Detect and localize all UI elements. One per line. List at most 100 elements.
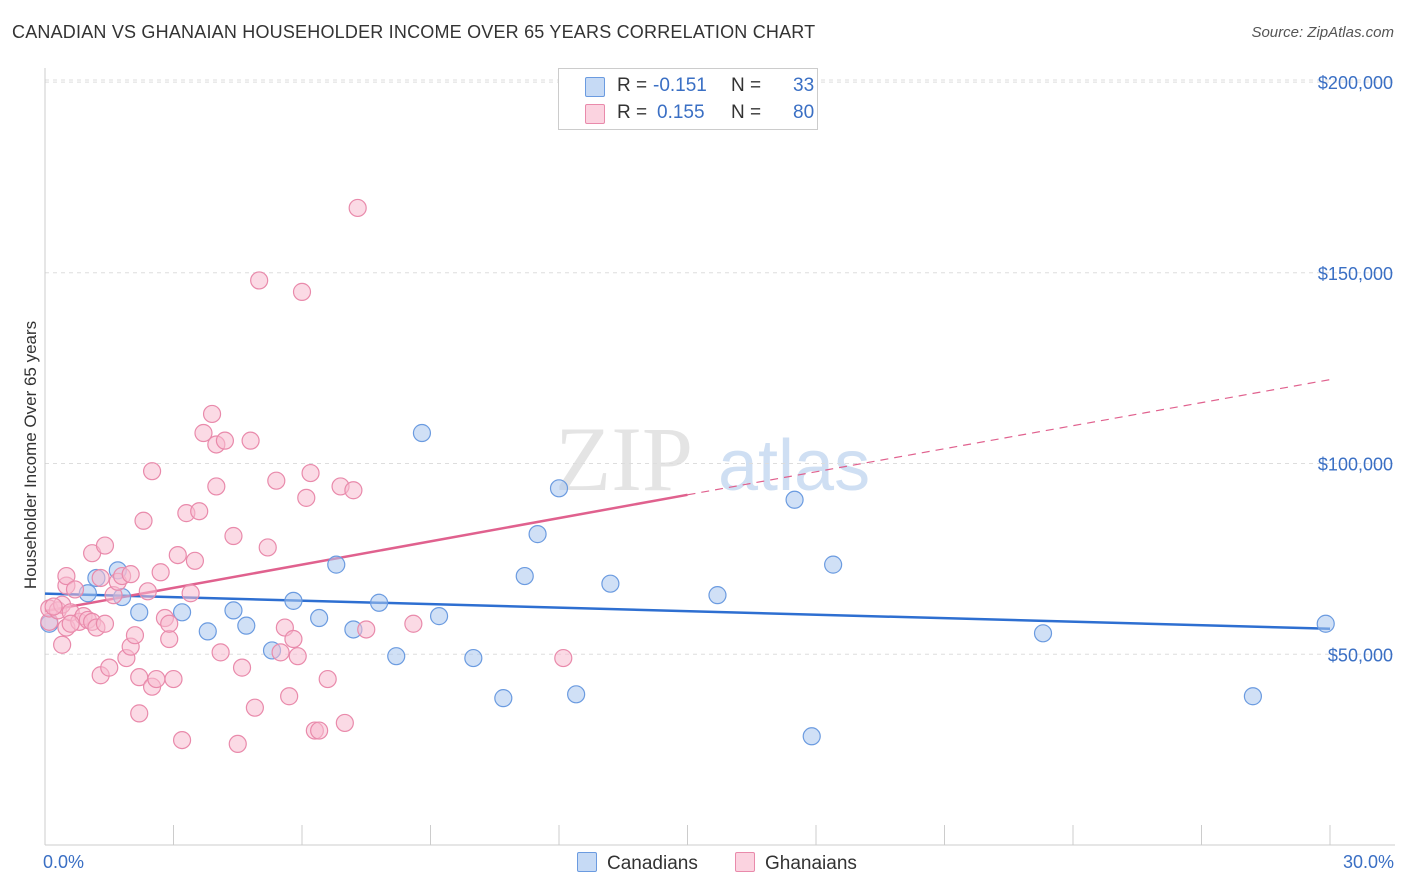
bottom-label-canadians: Canadians (607, 853, 698, 874)
ghanaians-point (211, 643, 230, 662)
canadians-point (429, 607, 449, 626)
canadians-point (224, 601, 243, 620)
canadians-point (284, 591, 303, 610)
ghanaians-point (202, 404, 222, 424)
ghanaians-points (40, 198, 573, 754)
ghanaians-point (164, 669, 183, 689)
watermark-zip: ZIP (555, 408, 693, 510)
ghanaians-point (95, 614, 115, 633)
chart-title: CANADIAN VS GHANAIAN HOUSEHOLDER INCOME … (12, 22, 816, 42)
x-tick-min: 0.0% (43, 852, 85, 872)
canadians-point (567, 685, 586, 704)
canadians-point (327, 555, 346, 574)
canadians-point (528, 525, 547, 544)
ghanaians-point (151, 563, 170, 582)
ghanaians-point (224, 526, 243, 546)
bottom-legend-ghanaians: Ghanaians (735, 852, 857, 875)
legend-n-value: 80 (793, 102, 815, 123)
canadians-point (824, 555, 843, 574)
ghanaians-point (53, 635, 72, 654)
ghanaians-point (301, 463, 320, 483)
ghanaians-point (160, 614, 179, 633)
y-tick-label: $150,000 (1318, 264, 1393, 284)
canadians-point (198, 622, 217, 641)
ghanaians-point (61, 614, 80, 633)
source-label: Source: ZipAtlas.com (1251, 24, 1394, 41)
y-tick-label: $100,000 (1318, 455, 1393, 475)
ghanaians-point (194, 423, 213, 443)
legend-r-value: 0.155 (657, 102, 705, 123)
canadians-point (237, 616, 256, 635)
y-tick-labels: $50,000 $100,000 $150,000 $200,000 (1318, 73, 1393, 665)
legend-n-label: N = (731, 102, 762, 123)
legend-r-label: R = (617, 75, 648, 96)
ghanaians-point (207, 477, 226, 496)
ghanaians-point (95, 536, 115, 555)
canadians-point (1033, 624, 1053, 643)
canadians-point (1243, 687, 1263, 706)
ghanaians-point (284, 629, 303, 649)
y-tick-label: $50,000 (1328, 645, 1393, 665)
ghanaians-point (232, 658, 252, 677)
ghanaians-point (172, 730, 192, 750)
ghanaians-point (280, 687, 299, 706)
ghanaians-point (250, 271, 269, 290)
ghanaians-point (267, 471, 286, 490)
canadians-point (708, 586, 727, 605)
canadians-point (785, 490, 804, 509)
canadians-point (310, 608, 329, 628)
canadians-point (1316, 614, 1335, 633)
ghanaians-point (348, 198, 367, 218)
bottom-swatch-ghanaians (735, 852, 755, 872)
ghanaians-point (292, 282, 312, 301)
ghanaians-point (241, 431, 260, 450)
ghanaians-point (288, 647, 307, 666)
bottom-label-ghanaians: Ghanaians (765, 853, 857, 874)
y-tick-label: $200,000 (1318, 73, 1393, 93)
ghanaians-point (57, 566, 76, 586)
canadians-point (601, 574, 620, 593)
gridlines (45, 79, 1395, 655)
legend-r-label: R = (617, 102, 648, 123)
ghanaians-point (215, 431, 234, 450)
ghanaians-point (344, 481, 363, 500)
ghanaians-point (125, 626, 145, 645)
ghanaians-point (271, 643, 290, 662)
ghanaians-point (245, 698, 264, 717)
canadians-point (515, 566, 534, 586)
legend-swatch-ghanaians (585, 104, 605, 124)
legend-swatch-canadians (585, 77, 605, 97)
axes (44, 68, 1395, 846)
canadians-point (387, 647, 406, 666)
ghanaians-point (335, 713, 354, 733)
ghanaians-point (228, 734, 247, 754)
bottom-legend-canadians: Canadians (577, 852, 698, 875)
x-tick-max: 30.0% (1342, 852, 1394, 872)
canadians-points (40, 423, 1335, 746)
canadians-trend-line (44, 592, 1331, 630)
canadians-point (370, 593, 389, 612)
stats-legend: R = -0.151 N = 33 R = 0.155 N = 80 (558, 68, 818, 130)
ghanaians-point (147, 669, 166, 689)
ghanaians-point (138, 582, 157, 601)
ghanaians-point (357, 620, 376, 639)
legend-n-label: N = (731, 75, 762, 96)
ghanaians-point (190, 502, 209, 521)
ghanaians-point (181, 584, 200, 603)
ghanaians-point (310, 721, 329, 740)
ghanaians-point (91, 568, 110, 588)
ghanaians-point (185, 551, 205, 570)
canadians-point (172, 603, 192, 622)
ghanaians-point (130, 704, 149, 723)
canadians-point (494, 689, 513, 708)
ghanaians-point (142, 462, 162, 481)
ghanaians-point (160, 629, 179, 649)
ghanaians-trend-extension (687, 379, 1331, 496)
ghanaians-point (554, 648, 573, 668)
canadians-point (549, 479, 569, 498)
ghanaians-point (134, 511, 153, 530)
ghanaians-point (404, 614, 423, 633)
ghanaians-point (297, 488, 316, 507)
bottom-swatch-canadians (577, 852, 597, 872)
watermark: ZIP atlas (555, 408, 870, 510)
